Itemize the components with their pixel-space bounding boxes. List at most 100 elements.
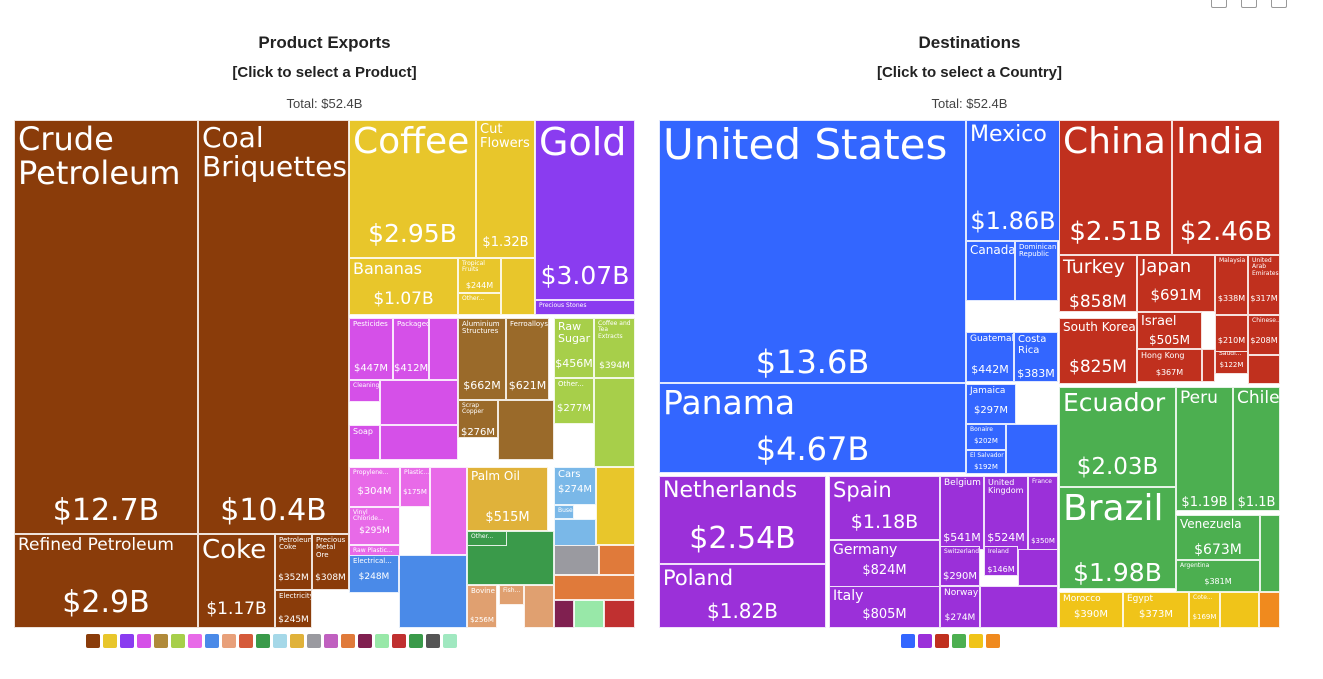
treemap-tile[interactable]: Panama $4.67B xyxy=(659,383,966,473)
treemap-tile[interactable]: Chinese... $208M xyxy=(1248,315,1280,355)
treemap-tile[interactable]: Peru $1.19B xyxy=(1176,387,1233,511)
treemap-tile[interactable]: Belgium $541M xyxy=(940,476,984,550)
treemap-tile[interactable]: $210M xyxy=(1215,315,1248,352)
treemap-small-tile[interactable] xyxy=(429,318,458,380)
treemap-small-tile[interactable] xyxy=(574,600,604,628)
treemap-tile[interactable]: Brazil $1.98B xyxy=(1059,487,1176,589)
legend-category-icon[interactable] xyxy=(952,634,966,648)
treemap-small-tile[interactable] xyxy=(980,586,1058,628)
treemap-tile[interactable]: Poland $1.82B xyxy=(659,564,826,628)
legend-category-icon[interactable] xyxy=(918,634,932,648)
treemap-tile[interactable]: Ecuador $2.03B xyxy=(1059,387,1176,487)
treemap-tile[interactable]: Coal Briquettes $10.4B xyxy=(198,120,349,534)
treemap-tile[interactable]: Other... xyxy=(467,531,507,546)
treemap-tile[interactable]: Palm Oil $515M xyxy=(467,467,548,531)
legend-category-icon[interactable] xyxy=(358,634,372,648)
treemap-tile[interactable]: Italy $805M xyxy=(829,586,940,628)
treemap-small-tile[interactable] xyxy=(1006,424,1058,474)
treemap-tile[interactable]: Fish... xyxy=(499,585,524,605)
treemap-tile[interactable]: Bovine $256M xyxy=(467,585,497,628)
treemap-tile[interactable]: Germany $824M xyxy=(829,540,940,592)
treemap-small-tile[interactable] xyxy=(498,400,554,460)
treemap-tile[interactable]: Electrical... $248M xyxy=(349,555,399,593)
treemap-small-tile[interactable] xyxy=(1202,349,1215,382)
treemap-tile[interactable]: Costa Rica $383M xyxy=(1014,332,1058,382)
treemap-tile[interactable]: Jamaica $297M xyxy=(966,384,1016,424)
treemap-small-tile[interactable] xyxy=(399,555,467,628)
treemap-tile[interactable]: Tropical Fruits $244M xyxy=(458,258,501,293)
treemap-tile[interactable]: Plastic... $175M xyxy=(400,467,430,507)
legend-category-icon[interactable] xyxy=(935,634,949,648)
treemap-small-tile[interactable] xyxy=(1220,592,1259,628)
treemap-small-tile[interactable] xyxy=(604,600,635,628)
country-select-link[interactable]: [Click to select a Country] xyxy=(876,64,1063,81)
share-icon[interactable] xyxy=(1271,0,1287,8)
treemap-tile[interactable]: Venezuela $673M xyxy=(1176,515,1260,560)
treemap-tile[interactable]: Ferroalloys $621M xyxy=(506,318,549,400)
treemap-tile[interactable]: South Korea $825M xyxy=(1059,318,1137,384)
legend-category-icon[interactable] xyxy=(969,634,983,648)
treemap-tile[interactable]: Vinyl Chloride... $295M xyxy=(349,507,400,545)
treemap-tile[interactable]: Ireland $146M xyxy=(984,546,1018,576)
treemap-tile[interactable]: Coke $1.17B xyxy=(198,534,275,628)
legend-category-icon[interactable] xyxy=(103,634,117,648)
treemap-tile[interactable]: Other... xyxy=(458,293,501,315)
treemap-tile[interactable]: Dominican Republic$610M xyxy=(1015,241,1058,301)
treemap-tile[interactable]: Crude Petroleum $12.7B xyxy=(14,120,198,534)
legend-category-icon[interactable] xyxy=(273,634,287,648)
treemap-tile[interactable]: Turkey $858M xyxy=(1059,255,1137,312)
treemap-tile[interactable]: Guatemala $442M xyxy=(966,332,1014,382)
product-select-link[interactable]: [Click to select a Product] xyxy=(232,64,417,81)
treemap-tile[interactable]: Buses xyxy=(554,505,574,519)
treemap-small-tile[interactable] xyxy=(1259,592,1280,628)
treemap-small-tile[interactable] xyxy=(1260,515,1280,592)
treemap-small-tile[interactable] xyxy=(599,545,635,575)
legend-category-icon[interactable] xyxy=(324,634,338,648)
legend-category-icon[interactable] xyxy=(986,634,1000,648)
treemap-tile[interactable]: Propylene... $304M xyxy=(349,467,400,507)
legend-category-icon[interactable] xyxy=(901,634,915,648)
treemap-tile[interactable]: Precious Metal Ore $308M xyxy=(312,534,349,590)
treemap-tile[interactable]: Morocco $390M xyxy=(1059,592,1123,628)
treemap-tile[interactable]: Electricity $245M xyxy=(275,590,312,628)
legend-category-icon[interactable] xyxy=(86,634,100,648)
treemap-tile[interactable]: Canada$728M xyxy=(966,241,1015,301)
treemap-tile[interactable]: Soap xyxy=(349,425,380,460)
treemap-tile[interactable]: Gold $3.07B xyxy=(535,120,635,300)
treemap-tile[interactable]: China $2.51B xyxy=(1059,120,1172,255)
legend-category-icon[interactable] xyxy=(188,634,202,648)
treemap-tile[interactable]: Spain $1.18B xyxy=(829,476,940,540)
legend-category-icon[interactable] xyxy=(392,634,406,648)
image-icon[interactable] xyxy=(1241,0,1257,8)
treemap-small-tile[interactable] xyxy=(524,585,554,628)
legend-category-icon[interactable] xyxy=(171,634,185,648)
treemap-tile[interactable]: Hong Kong $367M xyxy=(1137,349,1202,382)
treemap-tile[interactable]: Coffee and Tea Extracts $394M xyxy=(594,318,635,378)
treemap-tile[interactable]: Switzerland $290M xyxy=(940,546,980,586)
legend-category-icon[interactable] xyxy=(256,634,270,648)
treemap-tile[interactable]: Pesticides $447M xyxy=(349,318,393,380)
treemap-tile[interactable]: Petroleum Coke $352M xyxy=(275,534,312,590)
treemap-tile[interactable]: United Arab Emirates $317M xyxy=(1248,255,1280,315)
treemap-small-tile[interactable] xyxy=(1248,355,1280,384)
legend-category-icon[interactable] xyxy=(205,634,219,648)
treemap-tile[interactable]: Malaysia $338M xyxy=(1215,255,1248,315)
treemap-small-tile[interactable] xyxy=(554,600,574,628)
treemap-tile[interactable]: Scrap Copper $276M xyxy=(458,400,498,438)
treemap-small-tile[interactable] xyxy=(501,258,535,315)
treemap-tile[interactable]: Mexico $1.86B xyxy=(966,120,1060,241)
legend-category-icon[interactable] xyxy=(426,634,440,648)
treemap-tile[interactable]: France $350M xyxy=(1028,476,1058,550)
legend-category-icon[interactable] xyxy=(443,634,457,648)
treemap-tile[interactable]: Egypt $373M xyxy=(1123,592,1189,628)
legend-category-icon[interactable] xyxy=(154,634,168,648)
treemap-tile[interactable]: Raw Sugar $456M xyxy=(554,318,594,378)
treemap-tile[interactable]: Packaged... $412M xyxy=(393,318,429,380)
treemap-tile[interactable]: Norway $274M xyxy=(940,586,980,628)
treemap-tile[interactable]: Saudi... $122M xyxy=(1215,348,1248,374)
legend-category-icon[interactable] xyxy=(239,634,253,648)
legend-category-icon[interactable] xyxy=(341,634,355,648)
legend-category-icon[interactable] xyxy=(307,634,321,648)
treemap-tile[interactable]: Cut Flowers $1.32B xyxy=(476,120,535,258)
treemap-tile[interactable]: Cleaning...$140M xyxy=(349,380,380,402)
